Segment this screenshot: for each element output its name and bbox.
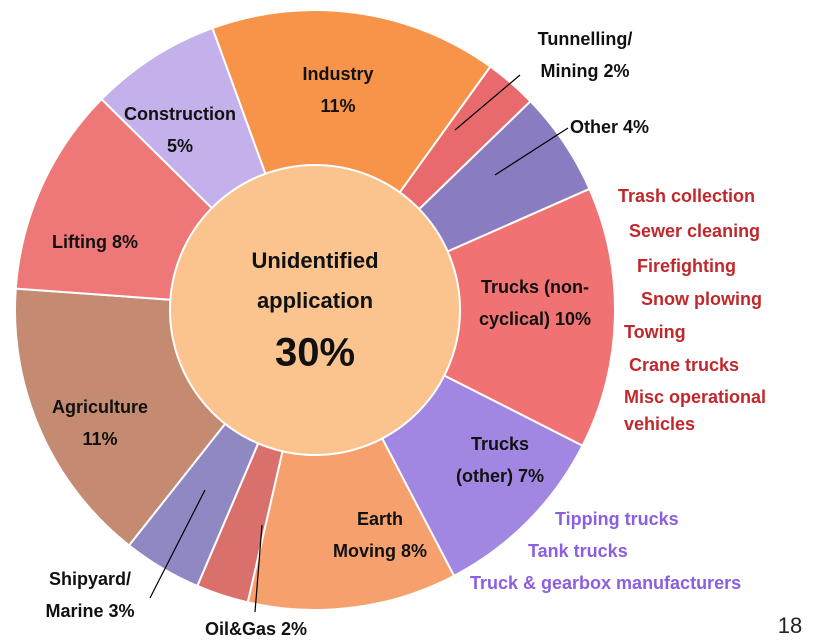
donut-slice [312, 187, 616, 448]
other-truck-item: Truck & gearbox manufacturers [470, 573, 741, 593]
leader-line [454, 74, 521, 131]
slice-label: 5% [167, 136, 193, 156]
noncyclical-item: Firefighting [637, 256, 736, 276]
donut-slice [211, 9, 492, 313]
noncyclical-item: Snow plowing [641, 289, 762, 309]
slice-label: Earth [357, 509, 403, 529]
other-truck-item: Tipping trucks [555, 509, 679, 529]
slice-label: Mining 2% [541, 61, 630, 81]
slice-label: Shipyard/ [49, 569, 131, 589]
slice-label: Marine 3% [45, 601, 134, 621]
slice-label: Construction [124, 104, 236, 124]
noncyclical-item: Sewer cleaning [629, 221, 760, 241]
slice-label: Oil&Gas 2% [205, 619, 307, 639]
slice-label: cyclical) 10% [479, 309, 591, 329]
slice-label: 11% [82, 429, 117, 449]
center-label: application [257, 288, 373, 313]
noncyclical-item: Towing [624, 322, 686, 342]
slice-label: 11% [320, 96, 355, 116]
noncyclical-item: Trash collection [618, 186, 755, 206]
slice-label: (other) 7% [456, 466, 544, 486]
leader-line [149, 489, 206, 599]
center-circle [169, 164, 461, 456]
center-label: Unidentified [251, 248, 378, 273]
leader-line [494, 127, 569, 176]
slice-label: Agriculture [52, 397, 148, 417]
noncyclical-item: vehicles [624, 414, 695, 434]
slice-label: Tunnelling/ [538, 29, 633, 49]
noncyclical-item: Crane trucks [629, 355, 739, 375]
center-value: 30% [275, 331, 355, 375]
slice-label: Trucks [471, 434, 529, 454]
slice-label: Industry [302, 64, 373, 84]
other-truck-item: Tank trucks [528, 541, 628, 561]
leader-line [254, 524, 263, 613]
slice-label: Moving 8% [333, 541, 427, 561]
noncyclical-item: Misc operational [624, 387, 766, 407]
slice-label: Trucks (non- [481, 277, 589, 297]
slice-label: Lifting 8% [52, 232, 138, 252]
slice-label: Other 4% [570, 117, 649, 137]
page-number: 18 [778, 613, 802, 638]
